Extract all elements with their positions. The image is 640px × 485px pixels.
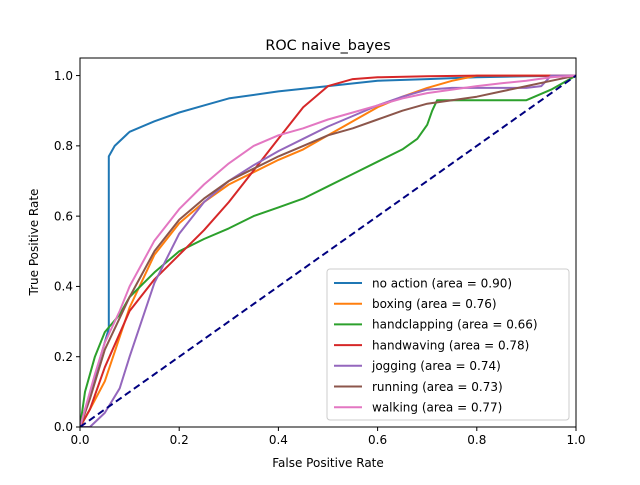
- series-line-5: [80, 74, 576, 427]
- legend-label-2: boxing (area = 0.76): [372, 297, 497, 311]
- legend-label-7: walking (area = 0.77): [372, 401, 502, 415]
- series-line-7: [80, 74, 576, 427]
- plot-area: [80, 74, 576, 427]
- legend-label-6: running (area = 0.73): [372, 380, 503, 394]
- y-tick-label: 1.0: [54, 69, 73, 83]
- y-tick-label: 0.4: [54, 280, 73, 294]
- x-tick-label: 0.6: [368, 433, 387, 447]
- series-line-4: [80, 74, 576, 427]
- y-tick-label: 0.2: [54, 350, 73, 364]
- legend: no action (area = 0.90) boxing (area = 0.…: [326, 268, 570, 421]
- legend-label-1: no action (area = 0.90): [372, 276, 512, 290]
- series-line-1: [80, 74, 576, 427]
- legend-label-3: handclapping (area = 0.66): [372, 318, 538, 332]
- y-tick-label: 0.6: [54, 209, 73, 223]
- legend-label-4: handwaving (area = 0.78): [372, 338, 529, 352]
- x-tick-label: 0.4: [269, 433, 288, 447]
- series-line-6: [80, 74, 576, 427]
- x-tick-label: 0.8: [467, 433, 486, 447]
- series-line-3: [80, 74, 576, 427]
- y-axis-ticks: 0.0 0.2 0.4 0.6 0.8 1.0: [54, 69, 80, 434]
- reference-diagonal-line: [80, 74, 576, 427]
- series-line-2: [80, 74, 576, 427]
- x-tick-label: 0.2: [170, 433, 189, 447]
- y-tick-label: 0.0: [54, 420, 73, 434]
- chart-title: ROC naive_bayes: [265, 38, 390, 54]
- x-tick-label: 0.0: [70, 433, 89, 447]
- plot-frame: [79, 57, 577, 428]
- x-axis-label: False Positive Rate: [272, 456, 384, 470]
- legend-label-5: jogging (area = 0.74): [371, 359, 501, 373]
- y-axis-label: True Positive Rate: [27, 189, 41, 297]
- x-axis-ticks: 0.0 0.2 0.4 0.6 0.8 1.0: [70, 427, 586, 447]
- legend-box: [326, 268, 570, 421]
- x-tick-label: 1.0: [566, 433, 585, 447]
- y-tick-label: 0.8: [54, 139, 73, 153]
